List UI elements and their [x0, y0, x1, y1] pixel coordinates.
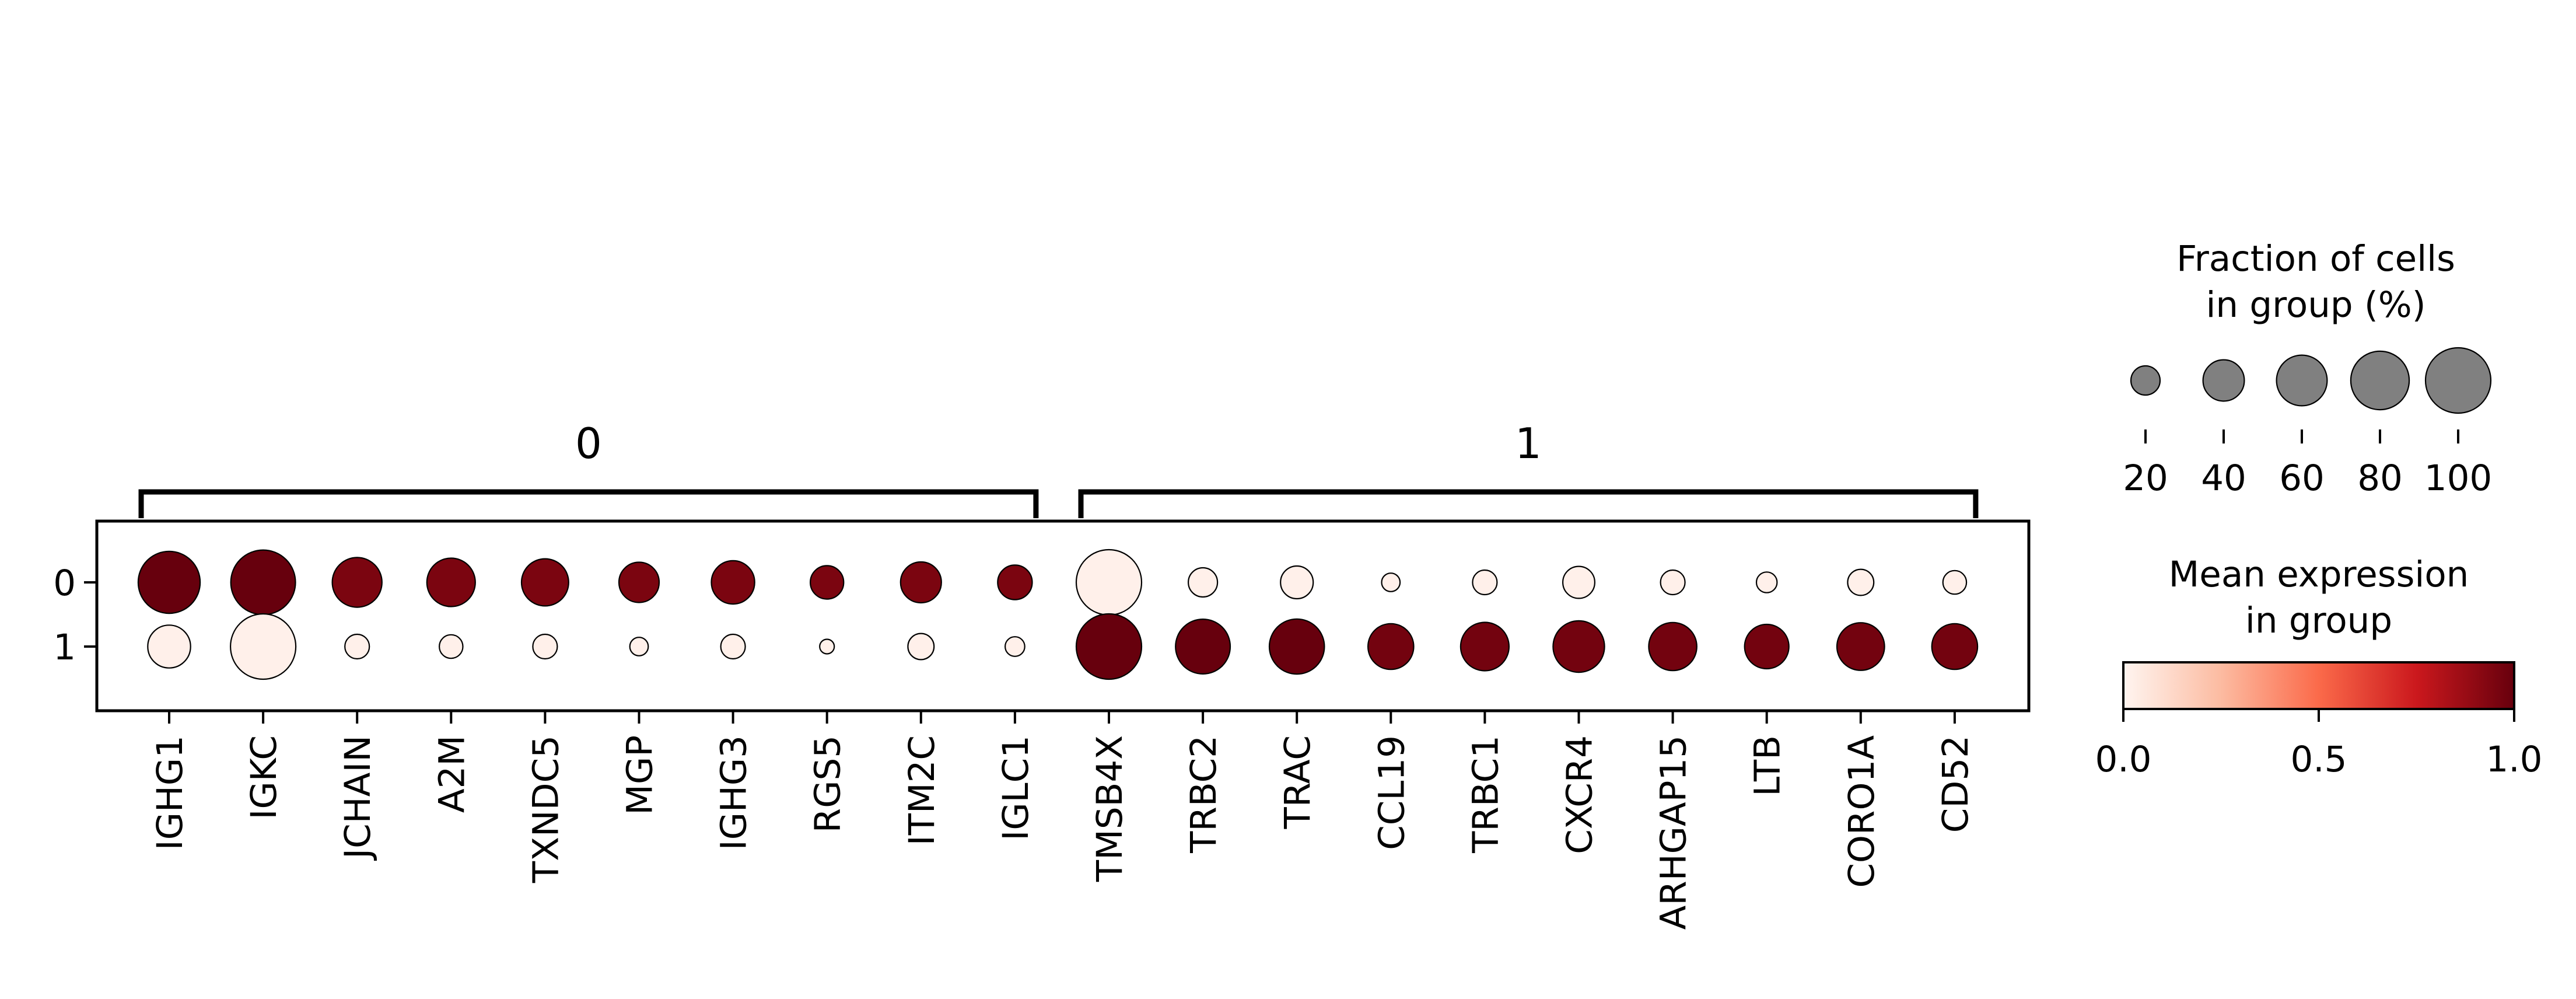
y-axis: 01 [53, 563, 97, 668]
colorbar [2122, 661, 2515, 710]
size-legend-dot-40 [2202, 359, 2245, 402]
x-tick-label-arhgap15: ARHGAP15 [1653, 735, 1695, 930]
x-tick-label-itm2c: ITM2C [901, 735, 943, 846]
color-legend: Mean expression in group 0.0 0.5 1.0 [2095, 554, 2542, 780]
dot-arhgap15-group-0 [1660, 569, 1686, 596]
dot-coro1a-group-1 [1836, 622, 1885, 671]
size-legend-title-line2: in group (%) [2206, 284, 2426, 326]
size-legend-dot-80 [2350, 350, 2410, 411]
bracket-group-0 [138, 489, 1039, 518]
x-tick-label-jchain: JCHAIN [337, 735, 379, 861]
dot-trbc2-group-0 [1188, 567, 1219, 598]
dot-rgs5-group-0 [809, 565, 845, 600]
dot-ccl19-group-1 [1367, 623, 1415, 670]
size-legend-dot-60 [2276, 354, 2328, 407]
dot-a2m-group-1 [438, 634, 464, 659]
x-tick-label-tmsb4x: TMSB4X [1089, 735, 1130, 882]
dot-mgp-group-1 [629, 637, 649, 656]
x-axis: IGHG1 IGKC JCHAIN A2M TXNDC5 MGP IGHG3 RGS5 ITM2… [149, 711, 1976, 930]
x-tick-label-trbc1: TRBC1 [1465, 735, 1506, 854]
dot-itm2c-group-1 [907, 633, 935, 661]
dot-arhgap15-group-1 [1648, 621, 1698, 672]
colorbar-tick-label-0-5: 0.5 [2290, 739, 2347, 780]
x-tick-label-a2m: A2M [431, 735, 473, 813]
dot-trbc2-group-1 [1175, 618, 1231, 675]
plot-area [95, 519, 2031, 712]
x-tick-label-trac: TRAC [1277, 735, 1318, 829]
dots-layer [137, 549, 1979, 680]
dot-ltb-group-1 [1744, 623, 1790, 670]
x-tick-label-ltb: LTB [1747, 735, 1788, 797]
x-tick-label-iglc1: IGLC1 [995, 735, 1037, 841]
x-tick-label-txndc5: TXNDC5 [525, 735, 566, 883]
dot-cxcr4-group-0 [1562, 565, 1596, 599]
bracket-group-1 [1078, 489, 1979, 518]
size-legend-dot-20 [2130, 365, 2161, 396]
dot-ccl19-group-0 [1381, 572, 1401, 592]
dot-tmsb4x-group-0 [1075, 549, 1143, 616]
dot-trac-group-0 [1280, 565, 1314, 600]
x-tick-label-mgp: MGP [620, 735, 661, 815]
dot-ighg3-group-0 [710, 560, 755, 605]
bracket-label-1: 1 [1515, 419, 1542, 468]
colorbar-tick-label-1-0: 1.0 [2486, 739, 2542, 780]
size-legend-label-60: 60 [2279, 457, 2325, 499]
dot-ighg1-group-0 [137, 550, 201, 614]
dot-txndc5-group-0 [520, 558, 569, 607]
x-tick-label-rgs5: RGS5 [807, 735, 849, 833]
dot-trbc1-group-0 [1472, 569, 1498, 596]
dot-trac-group-1 [1268, 618, 1325, 675]
size-legend-title-line1: Fraction of cells [2176, 238, 2455, 280]
dot-trbc1-group-1 [1460, 621, 1510, 672]
plot-frame [95, 519, 2031, 712]
y-tick-label-1: 1 [53, 627, 76, 668]
dot-tmsb4x-group-1 [1075, 613, 1143, 680]
dot-igkc-group-1 [230, 613, 297, 680]
dot-cd52-group-1 [1931, 623, 1979, 670]
color-legend-title-line2: in group [2245, 600, 2392, 641]
x-tick-label-ighg3: IGHG3 [713, 735, 755, 850]
dot-ltb-group-0 [1755, 571, 1778, 593]
x-tick-label-igkc: IGKC [243, 735, 285, 820]
dot-jchain-group-1 [344, 633, 370, 660]
dot-a2m-group-0 [426, 557, 476, 607]
x-tick-label-cd52: CD52 [1935, 735, 1976, 833]
size-legend-label-40: 40 [2201, 457, 2246, 499]
x-tick-label-ccl19: CCL19 [1371, 735, 1412, 850]
dot-iglc1-group-1 [1004, 636, 1026, 657]
y-tick-label-0: 0 [53, 563, 76, 604]
dot-coro1a-group-0 [1847, 568, 1875, 596]
x-tick-label-trbc2: TRBC2 [1183, 735, 1224, 854]
dot-mgp-group-0 [618, 561, 660, 603]
size-legend-label-80: 80 [2357, 457, 2403, 499]
size-legend-dot-100 [2424, 347, 2492, 414]
x-tick-label-ighg1: IGHG1 [149, 735, 191, 850]
dot-cxcr4-group-1 [1552, 620, 1605, 673]
x-tick-label-cxcr4: CXCR4 [1559, 735, 1601, 854]
dot-txndc5-group-1 [532, 633, 558, 660]
dot-igkc-group-0 [230, 549, 296, 616]
x-tick-label-coro1a: CORO1A [1841, 735, 1882, 888]
bracket-label-0: 0 [575, 419, 602, 468]
dot-ighg1-group-1 [147, 624, 191, 669]
dot-iglc1-group-0 [997, 564, 1033, 600]
dot-rgs5-group-1 [819, 638, 835, 655]
size-legend-label-100: 100 [2424, 457, 2492, 499]
dot-jchain-group-0 [331, 557, 383, 608]
color-legend-title-line1: Mean expression [2169, 554, 2469, 595]
dot-ighg3-group-1 [720, 633, 746, 660]
dot-itm2c-group-0 [900, 561, 942, 604]
colorbar-tick-label-0-0: 0.0 [2095, 739, 2151, 780]
size-legend-label-20: 20 [2123, 457, 2168, 499]
dot-cd52-group-0 [1942, 570, 1968, 595]
